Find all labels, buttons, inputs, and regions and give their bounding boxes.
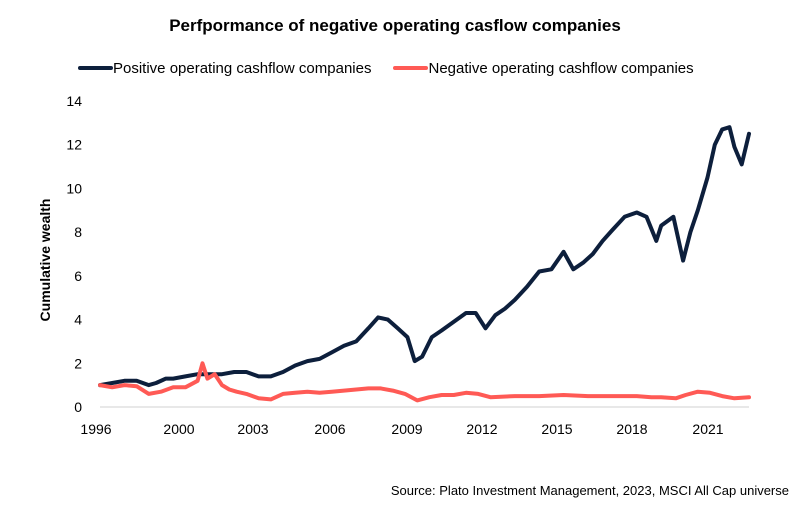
y-tick-label: 14 <box>66 93 82 109</box>
series-line-negative <box>98 361 751 403</box>
legend: Positive operating cashflow companies Ne… <box>78 57 716 79</box>
x-tick-label: 2018 <box>616 421 647 437</box>
y-tick-label: 8 <box>74 224 82 240</box>
y-tick-label: 4 <box>74 312 82 328</box>
y-tick-label: 6 <box>74 268 82 284</box>
x-tick-label: 1996 <box>80 421 111 437</box>
legend-item-positive: Positive operating cashflow companies <box>78 60 371 77</box>
x-tick-label: 2009 <box>391 421 422 437</box>
series-line-positive <box>98 125 751 388</box>
y-tick-label: 12 <box>66 137 82 153</box>
legend-swatch-negative <box>393 66 429 70</box>
x-tick-label: 2015 <box>541 421 572 437</box>
legend-item-negative: Negative operating cashflow companies <box>393 59 694 77</box>
legend-label-positive: Positive operating cashflow companies <box>113 59 372 77</box>
x-tick-label: 2006 <box>314 421 345 437</box>
y-tick-label: 10 <box>66 180 82 196</box>
y-tick-label: 2 <box>74 355 82 371</box>
y-tick-label: 0 <box>74 399 82 415</box>
legend-swatch-positive <box>78 66 113 70</box>
x-tick-label: 2000 <box>163 421 194 437</box>
chart-title: Perfpormance of negative operating casfl… <box>169 16 621 35</box>
x-tick-label: 2021 <box>692 421 723 437</box>
legend-label-negative: Negative operating cashflow companies <box>428 59 694 77</box>
x-tick-label: 2012 <box>466 421 497 437</box>
x-tick-label: 2003 <box>237 421 268 437</box>
source-note: Source: Plato Investment Management, 202… <box>390 483 789 498</box>
